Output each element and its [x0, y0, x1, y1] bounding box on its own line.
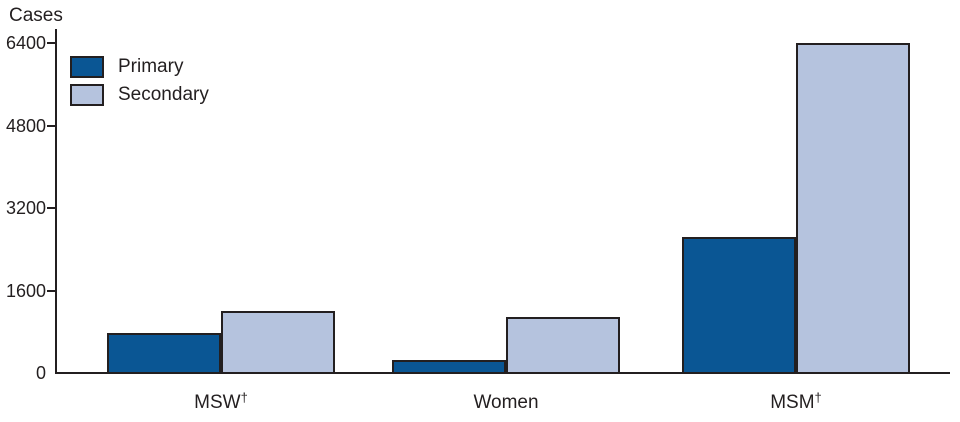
category-label-msw: MSW† — [194, 390, 248, 413]
y-tick-label-4800: 4800 — [5, 115, 46, 136]
y-tick-6400 — [47, 42, 55, 44]
bar-women-primary — [392, 360, 506, 374]
legend-swatch-secondary — [70, 84, 104, 106]
bar-msw-primary — [107, 333, 221, 374]
category-label-msm: MSM† — [770, 390, 822, 413]
y-tick-label-6400: 6400 — [5, 33, 46, 53]
y-tick-label-1600: 1600 — [5, 280, 46, 301]
category-label-women: Women — [473, 392, 539, 413]
bar-msw-secondary — [221, 311, 335, 374]
y-tick-4800 — [47, 124, 55, 127]
legend-item-secondary: Secondary — [70, 84, 209, 106]
bar-women-secondary — [506, 317, 620, 374]
y-tick-label-0: 0 — [35, 363, 46, 383]
legend-label-secondary: Secondary — [118, 84, 209, 105]
y-tick-3200 — [47, 207, 55, 209]
bar-msm-secondary — [796, 43, 910, 374]
legend-item-primary: Primary — [70, 56, 209, 78]
legend-swatch-primary — [70, 56, 104, 78]
y-tick-label-3200: 3200 — [5, 198, 46, 218]
legend: Primary Secondary — [70, 56, 209, 112]
y-axis-line — [55, 29, 57, 374]
dagger-footnote-marker: † — [240, 390, 248, 405]
dagger-footnote-marker: † — [814, 390, 822, 405]
y-tick-1600 — [47, 289, 55, 292]
y-axis-title: Cases — [9, 5, 63, 26]
legend-label-primary: Primary — [118, 56, 184, 77]
bar-msm-primary — [682, 237, 796, 374]
